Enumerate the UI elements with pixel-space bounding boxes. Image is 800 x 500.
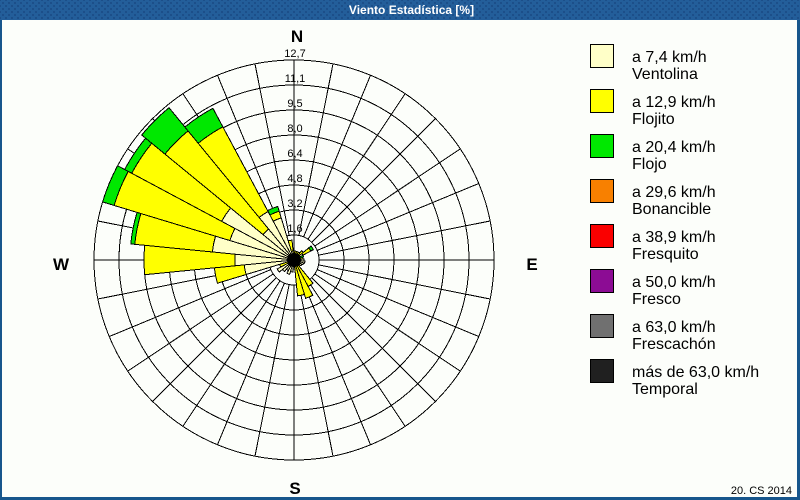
svg-text:W: W xyxy=(53,255,70,274)
svg-text:20. CS 2014: 20. CS 2014 xyxy=(731,485,792,497)
svg-text:a 7,4 km/h: a 7,4 km/h xyxy=(632,49,707,66)
svg-text:a 50,0 km/h: a 50,0 km/h xyxy=(632,274,716,291)
svg-text:Flojito: Flojito xyxy=(632,111,675,128)
svg-text:3,2: 3,2 xyxy=(287,198,302,210)
svg-text:a 29,6 km/h: a 29,6 km/h xyxy=(632,184,716,201)
svg-text:N: N xyxy=(291,27,303,46)
svg-text:a 63,0 km/h: a 63,0 km/h xyxy=(632,319,716,336)
svg-text:E: E xyxy=(526,255,537,274)
svg-text:Frescachón: Frescachón xyxy=(632,336,716,353)
svg-text:Ventolina: Ventolina xyxy=(632,66,698,83)
svg-text:Temporal: Temporal xyxy=(632,381,698,398)
svg-text:S: S xyxy=(289,479,300,498)
svg-text:Fresquito: Fresquito xyxy=(632,246,699,263)
svg-text:Fresco: Fresco xyxy=(632,291,681,308)
svg-text:12,7: 12,7 xyxy=(284,48,305,60)
svg-text:6,4: 6,4 xyxy=(287,148,302,160)
svg-text:más de 63,0 km/h: más de 63,0 km/h xyxy=(632,364,759,381)
svg-text:a 38,9 km/h: a 38,9 km/h xyxy=(632,229,716,246)
svg-text:a 20,4 km/h: a 20,4 km/h xyxy=(632,139,716,156)
svg-text:a 12,9 km/h: a 12,9 km/h xyxy=(632,94,716,111)
svg-text:Bonancible: Bonancible xyxy=(632,201,711,218)
svg-text:4,8: 4,8 xyxy=(287,173,302,185)
svg-text:8,0: 8,0 xyxy=(287,123,302,135)
svg-text:9,5: 9,5 xyxy=(287,98,302,110)
svg-text:1,6: 1,6 xyxy=(287,223,302,235)
svg-text:Flojo: Flojo xyxy=(632,156,667,173)
svg-text:11,1: 11,1 xyxy=(285,73,306,85)
